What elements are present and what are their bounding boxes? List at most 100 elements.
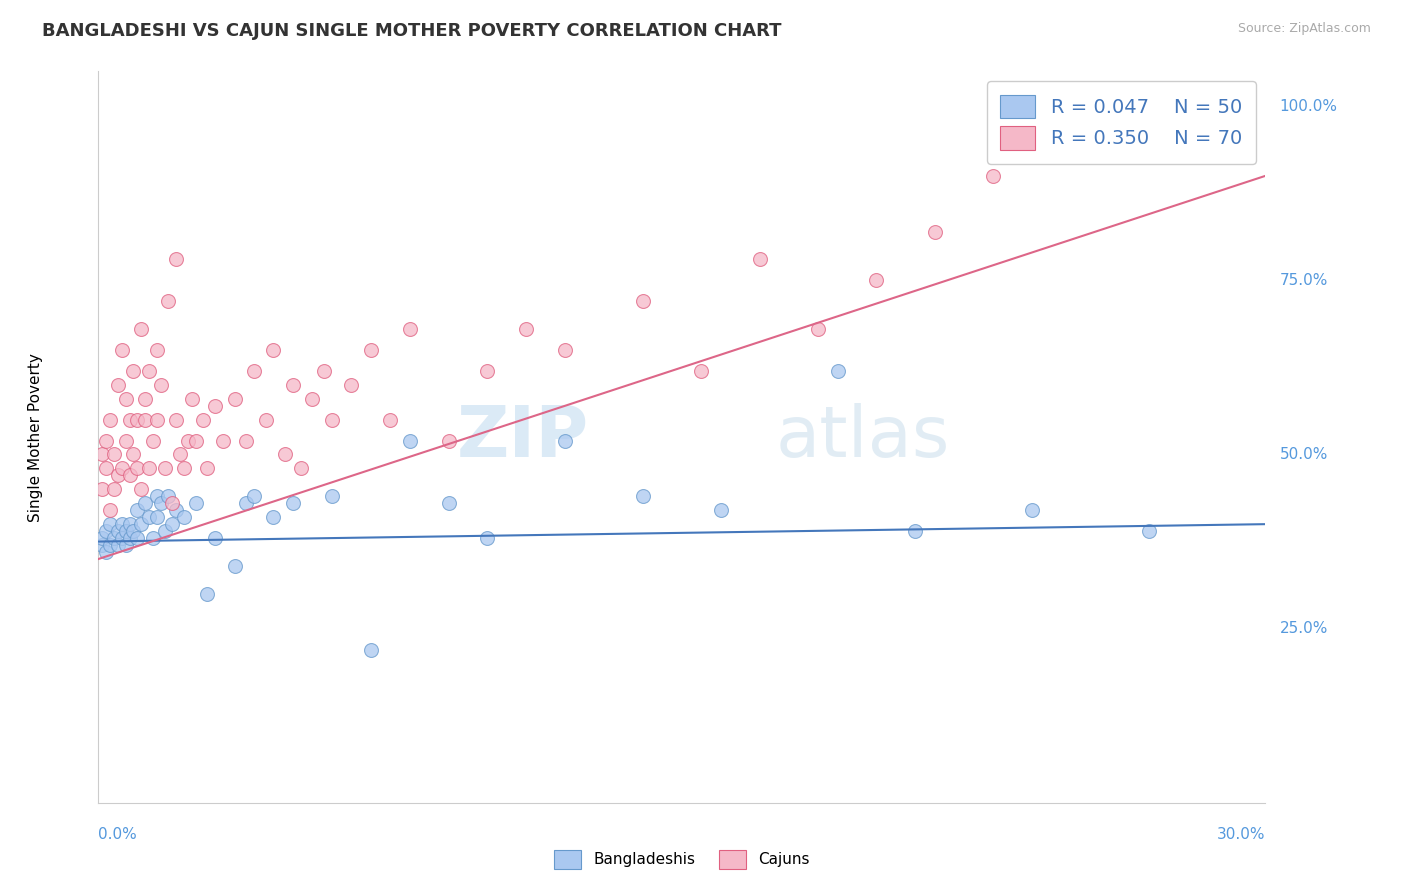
Point — [118, 531, 141, 545]
Point — [312, 364, 335, 378]
Point — [554, 434, 576, 448]
Point — [146, 343, 169, 357]
Legend: Bangladeshis, Cajuns: Bangladeshis, Cajuns — [543, 839, 821, 880]
Point — [98, 503, 121, 517]
Point — [515, 322, 537, 336]
Point — [91, 448, 114, 462]
Point — [180, 392, 202, 406]
Text: 0.0%: 0.0% — [98, 827, 138, 841]
Point — [118, 517, 141, 532]
Point — [184, 434, 207, 448]
Point — [235, 496, 257, 510]
Point — [138, 510, 160, 524]
Point — [477, 364, 499, 378]
Point — [107, 538, 129, 552]
Point — [91, 483, 114, 497]
Point — [122, 448, 145, 462]
Point — [157, 294, 180, 309]
Point — [127, 461, 149, 475]
Point — [184, 496, 207, 510]
Point — [162, 496, 184, 510]
Point — [146, 412, 169, 426]
Point — [204, 399, 226, 413]
Point — [107, 377, 129, 392]
Point — [96, 461, 118, 475]
Point — [173, 510, 195, 524]
Point — [169, 448, 191, 462]
Point — [118, 468, 141, 483]
Point — [157, 489, 180, 503]
Text: atlas: atlas — [775, 402, 949, 472]
Text: ZIP: ZIP — [457, 402, 589, 472]
Point — [262, 343, 284, 357]
Point — [437, 434, 460, 448]
Point — [153, 524, 176, 538]
Point — [321, 412, 343, 426]
Point — [865, 273, 887, 287]
Point — [224, 392, 246, 406]
Text: 75.0%: 75.0% — [1279, 273, 1327, 288]
Point — [111, 517, 134, 532]
Point — [114, 524, 136, 538]
Point — [710, 503, 733, 517]
Point — [1137, 524, 1160, 538]
Point — [98, 517, 121, 532]
Point — [177, 434, 200, 448]
Point — [212, 434, 235, 448]
Point — [127, 503, 149, 517]
Text: Source: ZipAtlas.com: Source: ZipAtlas.com — [1237, 22, 1371, 36]
Point — [398, 322, 420, 336]
Point — [301, 392, 323, 406]
Point — [165, 252, 187, 267]
Point — [142, 531, 165, 545]
Point — [321, 489, 343, 503]
Point — [146, 489, 169, 503]
Point — [554, 343, 576, 357]
Point — [114, 538, 136, 552]
Point — [146, 510, 169, 524]
Point — [96, 524, 118, 538]
Point — [748, 252, 770, 267]
Point — [243, 489, 266, 503]
Point — [107, 468, 129, 483]
Point — [134, 496, 156, 510]
Point — [96, 434, 118, 448]
Text: 50.0%: 50.0% — [1279, 447, 1327, 462]
Point — [807, 322, 830, 336]
Point — [111, 531, 134, 545]
Point — [631, 489, 654, 503]
Point — [165, 412, 187, 426]
Point — [114, 434, 136, 448]
Point — [127, 412, 149, 426]
Point — [111, 461, 134, 475]
Point — [195, 461, 218, 475]
Point — [127, 531, 149, 545]
Point — [98, 412, 121, 426]
Text: 30.0%: 30.0% — [1218, 827, 1265, 841]
Point — [138, 461, 160, 475]
Text: 100.0%: 100.0% — [1279, 99, 1337, 113]
Point — [193, 412, 215, 426]
Point — [262, 510, 284, 524]
Point — [173, 461, 195, 475]
Point — [138, 364, 160, 378]
Point — [134, 392, 156, 406]
Text: Single Mother Poverty: Single Mother Poverty — [28, 352, 42, 522]
Point — [827, 364, 849, 378]
Point — [437, 496, 460, 510]
Point — [165, 503, 187, 517]
Point — [204, 531, 226, 545]
Point — [149, 377, 172, 392]
Point — [153, 461, 176, 475]
Point — [631, 294, 654, 309]
Point — [103, 531, 125, 545]
Point — [243, 364, 266, 378]
Point — [477, 531, 499, 545]
Point — [904, 524, 927, 538]
Point — [149, 496, 172, 510]
Point — [360, 642, 382, 657]
Point — [281, 496, 304, 510]
Text: BANGLADESHI VS CAJUN SINGLE MOTHER POVERTY CORRELATION CHART: BANGLADESHI VS CAJUN SINGLE MOTHER POVER… — [42, 22, 782, 40]
Point — [111, 343, 134, 357]
Point — [98, 538, 121, 552]
